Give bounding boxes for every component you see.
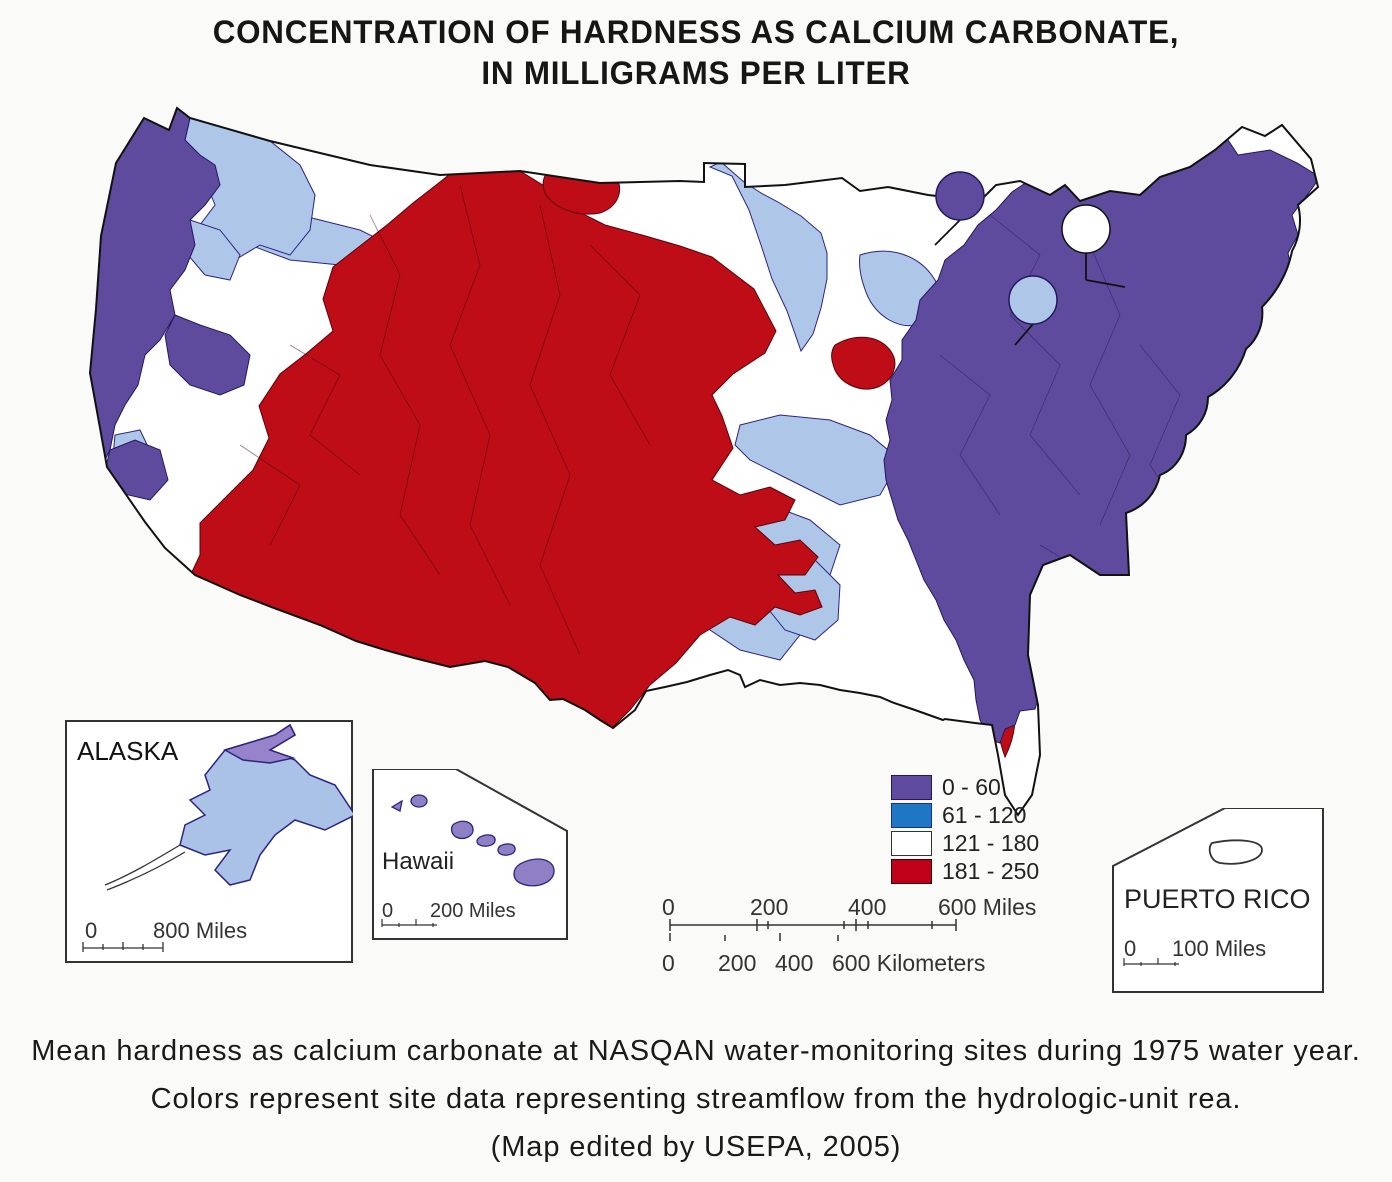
svg-text:0: 0 [382,900,393,922]
svg-text:100 Miles: 100 Miles [1172,936,1266,961]
svg-text:Hawaii: Hawaii [382,848,454,875]
svg-text:0: 0 [662,950,675,975]
svg-text:600 Miles: 600 Miles [938,895,1036,920]
svg-text:800 Miles: 800 Miles [153,918,247,943]
svg-text:0: 0 [1124,936,1136,961]
svg-text:200: 200 [718,950,756,975]
svg-text:200: 200 [750,895,788,920]
svg-text:0: 0 [85,918,97,943]
svg-text:600 Kilometers: 600 Kilometers [832,950,985,975]
svg-text:PUERTO RICO: PUERTO RICO [1124,884,1311,914]
svg-text:400: 400 [848,895,886,920]
svg-text:ALASKA: ALASKA [77,736,179,766]
svg-text:400: 400 [775,950,813,975]
svg-text:200 Miles: 200 Miles [430,900,516,922]
svg-text:0: 0 [662,895,675,920]
